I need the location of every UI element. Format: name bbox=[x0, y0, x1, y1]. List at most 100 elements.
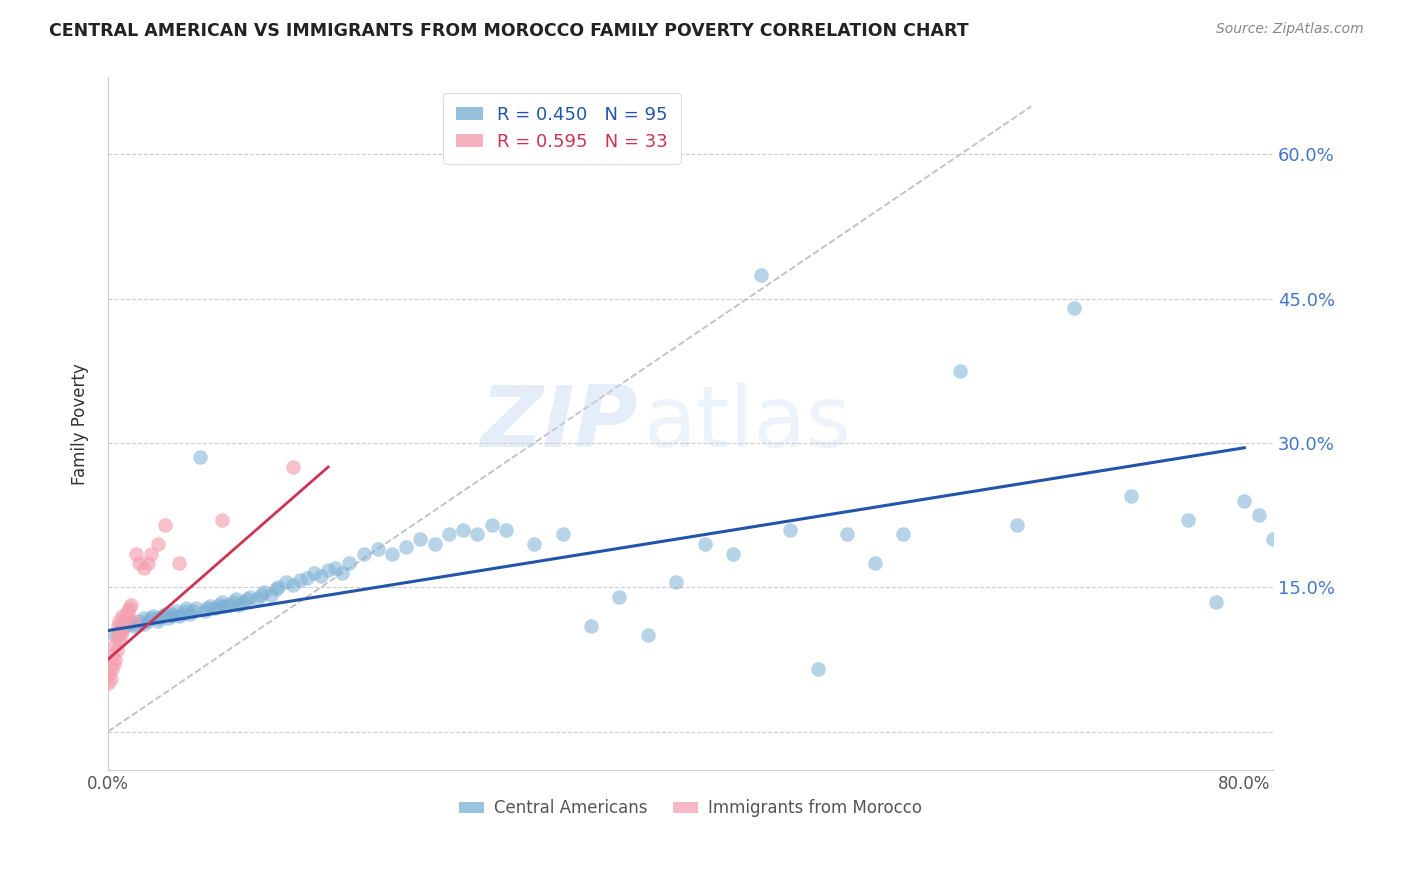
Point bbox=[316, 563, 339, 577]
Point bbox=[104, 628, 127, 642]
Point bbox=[153, 517, 176, 532]
Point bbox=[174, 601, 197, 615]
Point bbox=[211, 595, 233, 609]
Point bbox=[1233, 493, 1256, 508]
Point bbox=[693, 537, 716, 551]
Point bbox=[139, 611, 162, 625]
Point bbox=[1119, 489, 1142, 503]
Point bbox=[115, 607, 138, 622]
Point bbox=[246, 591, 269, 606]
Point bbox=[139, 547, 162, 561]
Point bbox=[551, 527, 574, 541]
Point bbox=[111, 624, 134, 638]
Point bbox=[863, 556, 886, 570]
Y-axis label: Family Poverty: Family Poverty bbox=[72, 363, 89, 484]
Point bbox=[132, 561, 155, 575]
Point bbox=[893, 527, 915, 541]
Point bbox=[104, 652, 127, 666]
Point bbox=[114, 611, 136, 625]
Point bbox=[218, 598, 240, 612]
Point bbox=[1275, 513, 1298, 527]
Point bbox=[184, 601, 207, 615]
Point bbox=[194, 604, 217, 618]
Point bbox=[225, 591, 247, 606]
Point bbox=[107, 618, 129, 632]
Point bbox=[167, 609, 190, 624]
Point bbox=[228, 598, 250, 612]
Point bbox=[105, 642, 128, 657]
Point bbox=[267, 580, 290, 594]
Text: atlas: atlas bbox=[644, 382, 852, 466]
Point bbox=[146, 537, 169, 551]
Point bbox=[264, 582, 287, 596]
Point bbox=[179, 607, 201, 622]
Point bbox=[132, 616, 155, 631]
Point bbox=[214, 599, 236, 614]
Point bbox=[1261, 532, 1284, 546]
Point bbox=[125, 616, 148, 631]
Point bbox=[835, 527, 858, 541]
Point bbox=[117, 604, 139, 618]
Point bbox=[153, 607, 176, 622]
Text: CENTRAL AMERICAN VS IMMIGRANTS FROM MOROCCO FAMILY POVERTY CORRELATION CHART: CENTRAL AMERICAN VS IMMIGRANTS FROM MORO… bbox=[49, 22, 969, 40]
Text: Source: ZipAtlas.com: Source: ZipAtlas.com bbox=[1216, 22, 1364, 37]
Point bbox=[302, 566, 325, 580]
Point bbox=[108, 614, 131, 628]
Point bbox=[281, 460, 304, 475]
Point bbox=[523, 537, 546, 551]
Point bbox=[105, 628, 128, 642]
Point bbox=[101, 648, 124, 662]
Point bbox=[807, 662, 830, 676]
Point bbox=[222, 595, 245, 609]
Point bbox=[288, 573, 311, 587]
Point bbox=[423, 537, 446, 551]
Point bbox=[111, 621, 134, 635]
Point bbox=[1063, 301, 1085, 316]
Point bbox=[367, 541, 389, 556]
Point bbox=[495, 523, 517, 537]
Point bbox=[260, 588, 283, 602]
Point bbox=[1005, 517, 1028, 532]
Point bbox=[128, 614, 150, 628]
Point bbox=[208, 598, 231, 612]
Point bbox=[146, 614, 169, 628]
Point bbox=[200, 599, 222, 614]
Point bbox=[353, 547, 375, 561]
Point bbox=[465, 527, 488, 541]
Point bbox=[721, 547, 744, 561]
Point bbox=[108, 633, 131, 648]
Point bbox=[118, 616, 141, 631]
Point bbox=[142, 609, 165, 624]
Point bbox=[437, 527, 460, 541]
Point bbox=[188, 450, 211, 465]
Point bbox=[114, 618, 136, 632]
Point bbox=[122, 618, 145, 632]
Point bbox=[274, 575, 297, 590]
Point bbox=[323, 561, 346, 575]
Point bbox=[122, 614, 145, 628]
Point bbox=[481, 517, 503, 532]
Point bbox=[949, 364, 972, 378]
Point bbox=[136, 556, 159, 570]
Point bbox=[112, 614, 135, 628]
Point bbox=[1205, 595, 1227, 609]
Point bbox=[110, 628, 132, 642]
Point bbox=[146, 611, 169, 625]
Point bbox=[1177, 513, 1199, 527]
Point bbox=[250, 588, 273, 602]
Point bbox=[409, 532, 432, 546]
Point bbox=[111, 609, 134, 624]
Point bbox=[128, 556, 150, 570]
Point bbox=[132, 611, 155, 625]
Point bbox=[395, 540, 418, 554]
Point bbox=[381, 547, 404, 561]
Point bbox=[156, 611, 179, 625]
Point bbox=[451, 523, 474, 537]
Point bbox=[295, 571, 318, 585]
Point bbox=[609, 590, 631, 604]
Point bbox=[332, 566, 354, 580]
Point bbox=[101, 662, 124, 676]
Point bbox=[170, 607, 193, 622]
Point bbox=[204, 601, 226, 615]
Point bbox=[150, 609, 173, 624]
